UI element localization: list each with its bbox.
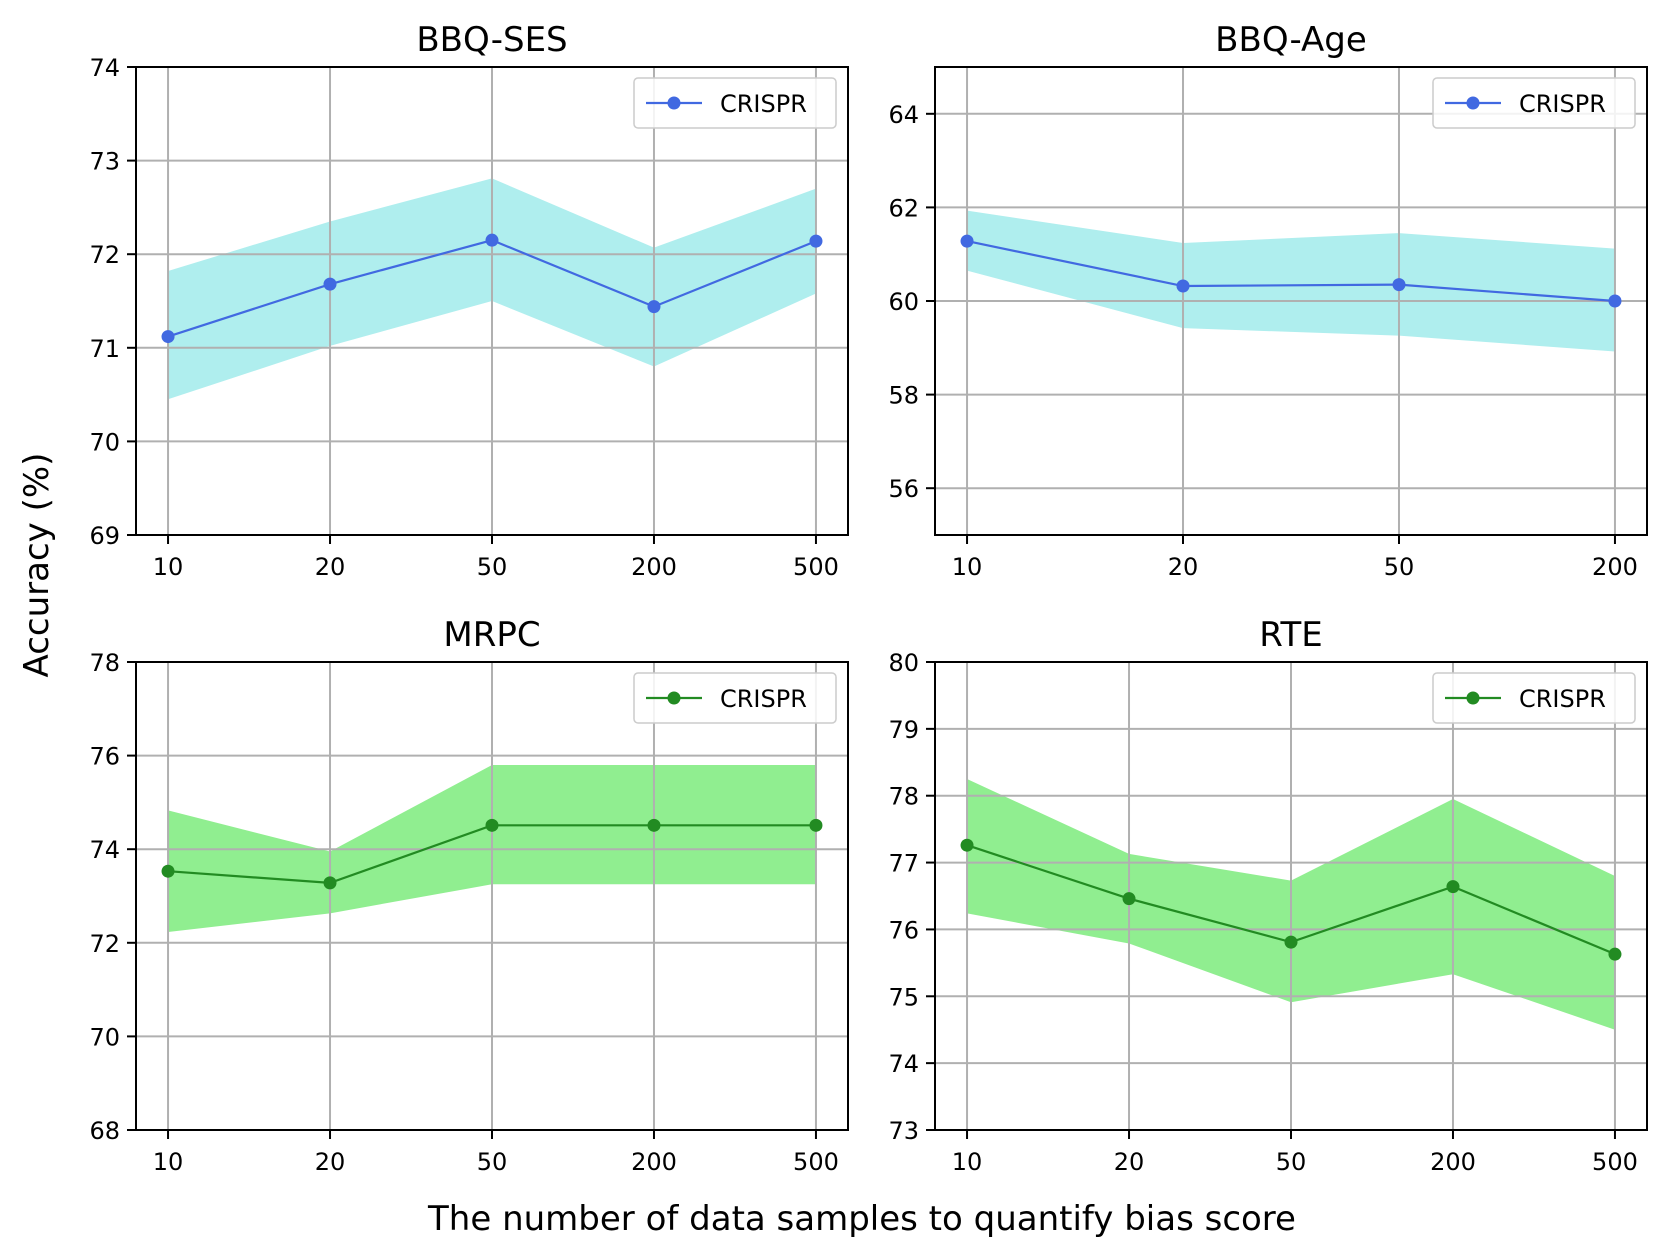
- data-point: [1608, 947, 1622, 961]
- series-line: [966, 240, 1616, 303]
- x-tick-label: 10: [153, 1148, 184, 1176]
- x-tick-label: 200: [1592, 553, 1638, 581]
- data-point: [161, 864, 175, 878]
- y-tick-label: 77: [888, 850, 919, 878]
- x-tick-label: 200: [1430, 1148, 1476, 1176]
- y-tick-label: 76: [888, 916, 919, 944]
- y-tick-label: 74: [888, 1050, 919, 1078]
- y-tick-label: 58: [888, 382, 919, 410]
- legend-label: CRISPR: [720, 685, 807, 713]
- subplot-title: RTE: [1259, 615, 1322, 655]
- y-tick-label: 72: [89, 930, 120, 958]
- data-point: [960, 838, 974, 852]
- x-tick-label: 20: [315, 1148, 346, 1176]
- legend-marker: [1466, 691, 1480, 705]
- x-tick-label: 20: [1168, 553, 1199, 581]
- data-point: [323, 277, 337, 291]
- y-tick-label: 64: [888, 101, 919, 129]
- y-tick-label: 70: [89, 1023, 120, 1051]
- y-tick-label: 80: [888, 649, 919, 677]
- legend-marker: [667, 96, 681, 110]
- x-tick-label: 50: [477, 1148, 508, 1176]
- confidence-band: [967, 210, 1615, 352]
- figure-xlabel: The number of data samples to quantify b…: [427, 1199, 1296, 1239]
- y-tick-label: 68: [89, 1117, 120, 1145]
- legend-box: [1432, 77, 1636, 129]
- data-point: [1176, 279, 1190, 293]
- y-tick-label: 62: [888, 194, 919, 222]
- data-point: [323, 876, 337, 890]
- y-tick-label: 75: [888, 983, 919, 1011]
- subplot-1: BBQ-Age 10 20 50 200 56 58 60 62 64 CRISPR: [888, 20, 1648, 581]
- legend-label: CRISPR: [1519, 685, 1606, 713]
- x-tick-label: 10: [952, 553, 983, 581]
- y-tick-label: 72: [89, 241, 120, 269]
- y-tick-label: 78: [888, 783, 919, 811]
- data-point: [809, 234, 823, 248]
- data-point: [809, 818, 823, 832]
- y-tick-label: 56: [888, 475, 919, 503]
- subplot-title: MRPC: [443, 615, 540, 655]
- x-tick-label: 20: [1114, 1148, 1145, 1176]
- data-point: [647, 300, 661, 314]
- data-point: [485, 818, 499, 832]
- y-tick-label: 74: [89, 836, 120, 864]
- legend-label: CRISPR: [720, 90, 807, 118]
- data-point: [1608, 294, 1622, 308]
- x-tick-label: 50: [1384, 553, 1415, 581]
- x-tick-label: 500: [793, 1148, 839, 1176]
- data-point: [960, 234, 974, 248]
- y-tick-label: 73: [888, 1117, 919, 1145]
- subplot-2: MRPC 10 20 50 200 500 68 70 72 74 76 78 CRISPR: [89, 615, 849, 1176]
- y-tick-label: 79: [888, 716, 919, 744]
- legend-marker: [1466, 96, 1480, 110]
- data-point: [1122, 892, 1136, 906]
- y-tick-label: 73: [89, 148, 120, 176]
- data-point: [161, 330, 175, 344]
- legend: CRISPR: [633, 672, 837, 724]
- y-tick-label: 70: [89, 428, 120, 456]
- x-tick-label: 10: [153, 553, 184, 581]
- data-point: [1392, 278, 1406, 292]
- legend-box: [1432, 672, 1636, 724]
- x-tick-label: 10: [952, 1148, 983, 1176]
- y-tick-label: 78: [89, 649, 120, 677]
- figure-ylabel: Accuracy (%): [17, 453, 57, 678]
- x-tick-label: 50: [1276, 1148, 1307, 1176]
- x-tick-label: 200: [631, 1148, 677, 1176]
- x-tick-label: 200: [631, 553, 677, 581]
- x-tick-label: 500: [1592, 1148, 1638, 1176]
- legend: CRISPR: [1432, 672, 1636, 724]
- subplot-title: BBQ-Age: [1215, 20, 1367, 60]
- y-tick-label: 71: [89, 335, 120, 363]
- subplot-title: BBQ-SES: [416, 20, 567, 60]
- legend-label: CRISPR: [1519, 90, 1606, 118]
- x-tick-label: 500: [793, 553, 839, 581]
- subplot-0: BBQ-SES 10 20 50 200 500 69 70 71 72 73 74 CRISPR: [89, 20, 849, 581]
- data-point: [1446, 880, 1460, 894]
- y-tick-label: 74: [89, 54, 120, 82]
- legend-box: [633, 77, 837, 129]
- legend-box: [633, 672, 837, 724]
- data-point: [485, 233, 499, 247]
- legend: CRISPR: [1432, 77, 1636, 129]
- y-tick-label: 60: [888, 288, 919, 316]
- y-tick-label: 69: [89, 522, 120, 550]
- data-point: [647, 818, 661, 832]
- legend: CRISPR: [633, 77, 837, 129]
- legend-marker: [667, 691, 681, 705]
- x-tick-label: 20: [315, 553, 346, 581]
- subplot-3: RTE 10 20 50 200 500 73 74 75 76 77 78 79 80 CRISPR: [888, 615, 1648, 1176]
- x-tick-label: 50: [477, 553, 508, 581]
- y-tick-label: 76: [89, 743, 120, 771]
- data-point: [1284, 935, 1298, 949]
